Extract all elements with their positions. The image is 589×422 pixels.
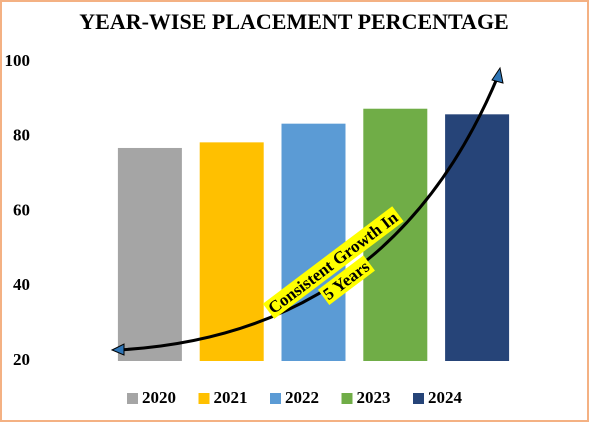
legend-label: 2024 [428,388,463,407]
legend-label: 2022 [285,388,319,407]
legend-swatch [127,393,138,404]
y-tick-label: 60 [13,200,30,219]
legend-label: 2020 [142,388,176,407]
legend-swatch [198,393,210,404]
y-tick-label: 20 [13,350,30,369]
bar [199,142,264,361]
y-tick-label: 80 [13,126,30,145]
bar [281,123,346,361]
legend-swatch [270,393,281,404]
legend-swatch [341,393,353,404]
legend-label: 2023 [357,388,391,407]
legend-swatch [413,393,424,404]
plot: 20 40 60 80 100 2020 2021 2022 2023 2024 [5,51,510,407]
annotation-bg [317,255,375,305]
bar [117,147,182,361]
chart-title: YEAR-WISE PLACEMENT PERCENTAGE [79,9,508,34]
y-tick-label: 40 [13,275,30,294]
legend-label: 2021 [214,388,248,407]
bar [445,114,510,361]
y-tick-label: 100 [5,51,31,70]
annotation-bg [262,206,404,319]
